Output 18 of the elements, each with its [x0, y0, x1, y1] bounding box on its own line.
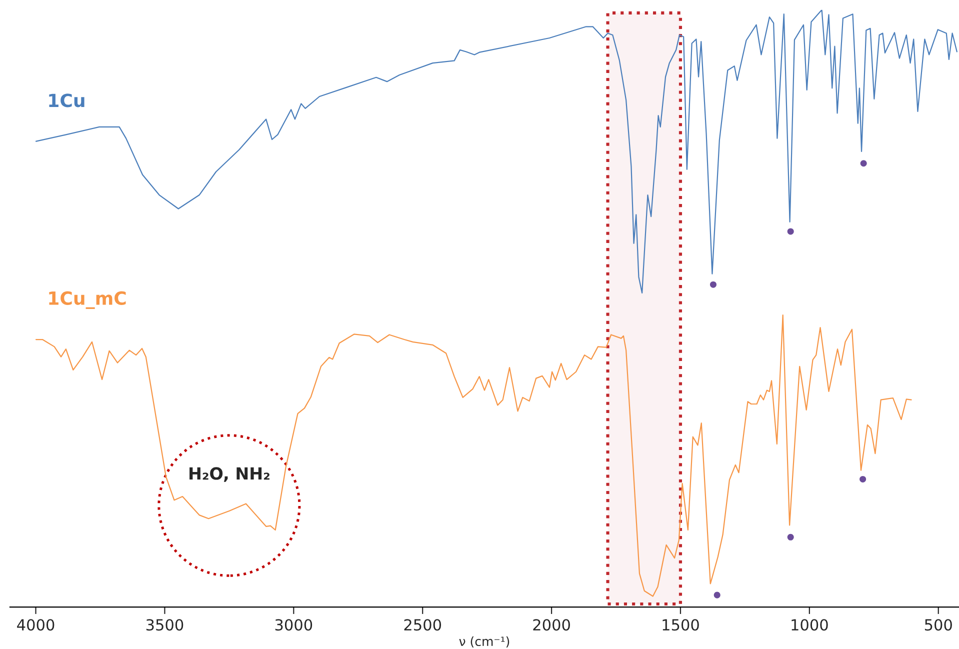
point [714, 592, 720, 598]
x-tick-label: 1500 [662, 619, 699, 631]
point [710, 281, 716, 288]
x-tick-label: 2500 [404, 619, 442, 631]
point [787, 534, 794, 540]
x-tick-label: 1000 [792, 619, 828, 631]
x-tick-label: 2000 [533, 619, 570, 631]
x-axis-title: ν (cm⁻¹) [459, 636, 510, 648]
x-tick-label: 3500 [146, 619, 184, 631]
x-tick-label: 3000 [275, 619, 312, 631]
series-label: 1Cu [49, 94, 84, 108]
point [787, 228, 794, 235]
series-label: 1Cu_mC [49, 291, 126, 309]
x-tick-label: 4000 [17, 619, 54, 631]
point [860, 476, 866, 482]
annotation: H₂O, NH₂ [190, 467, 270, 482]
x-tick-label: 500 [924, 619, 952, 631]
point [860, 160, 867, 167]
